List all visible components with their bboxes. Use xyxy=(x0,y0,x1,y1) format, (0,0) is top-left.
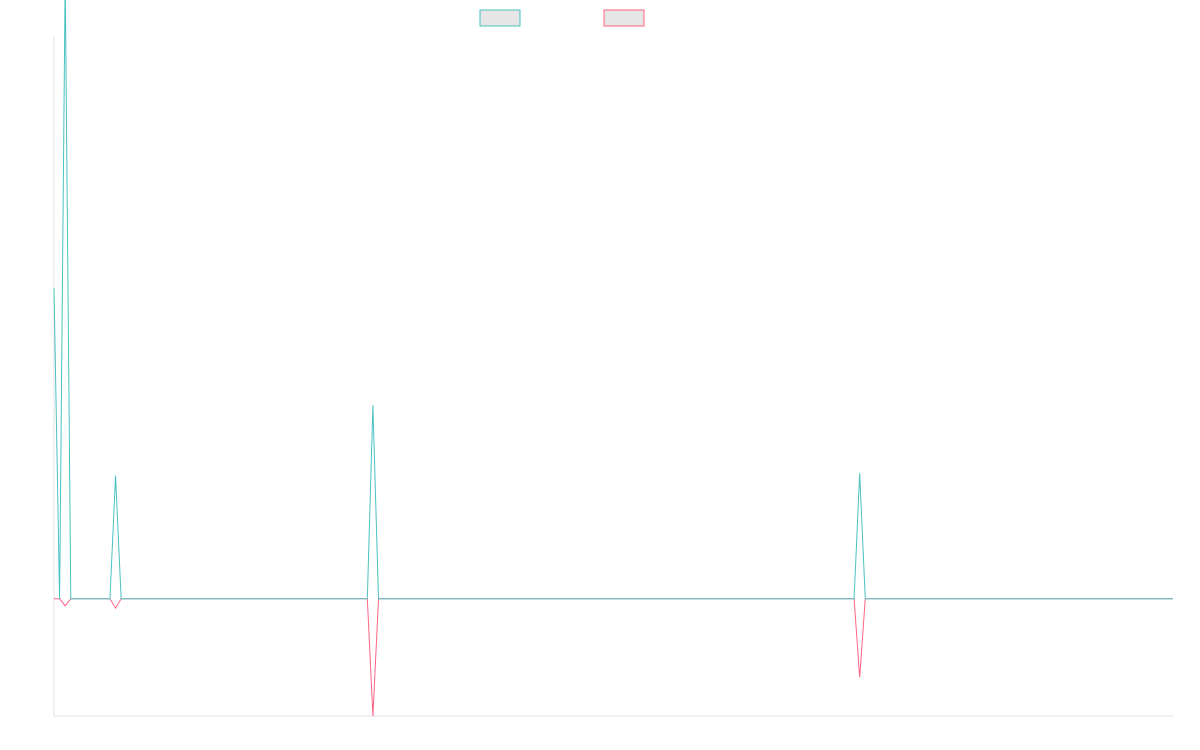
series-layer xyxy=(53,0,1173,717)
legend[interactable] xyxy=(479,9,645,27)
legend-swatch-series-1[interactable] xyxy=(479,9,521,27)
axes xyxy=(53,36,1173,717)
series-2-line[interactable] xyxy=(54,598,1173,717)
series-1-line[interactable] xyxy=(53,0,1173,600)
legend-swatch-series-2[interactable] xyxy=(603,9,645,27)
